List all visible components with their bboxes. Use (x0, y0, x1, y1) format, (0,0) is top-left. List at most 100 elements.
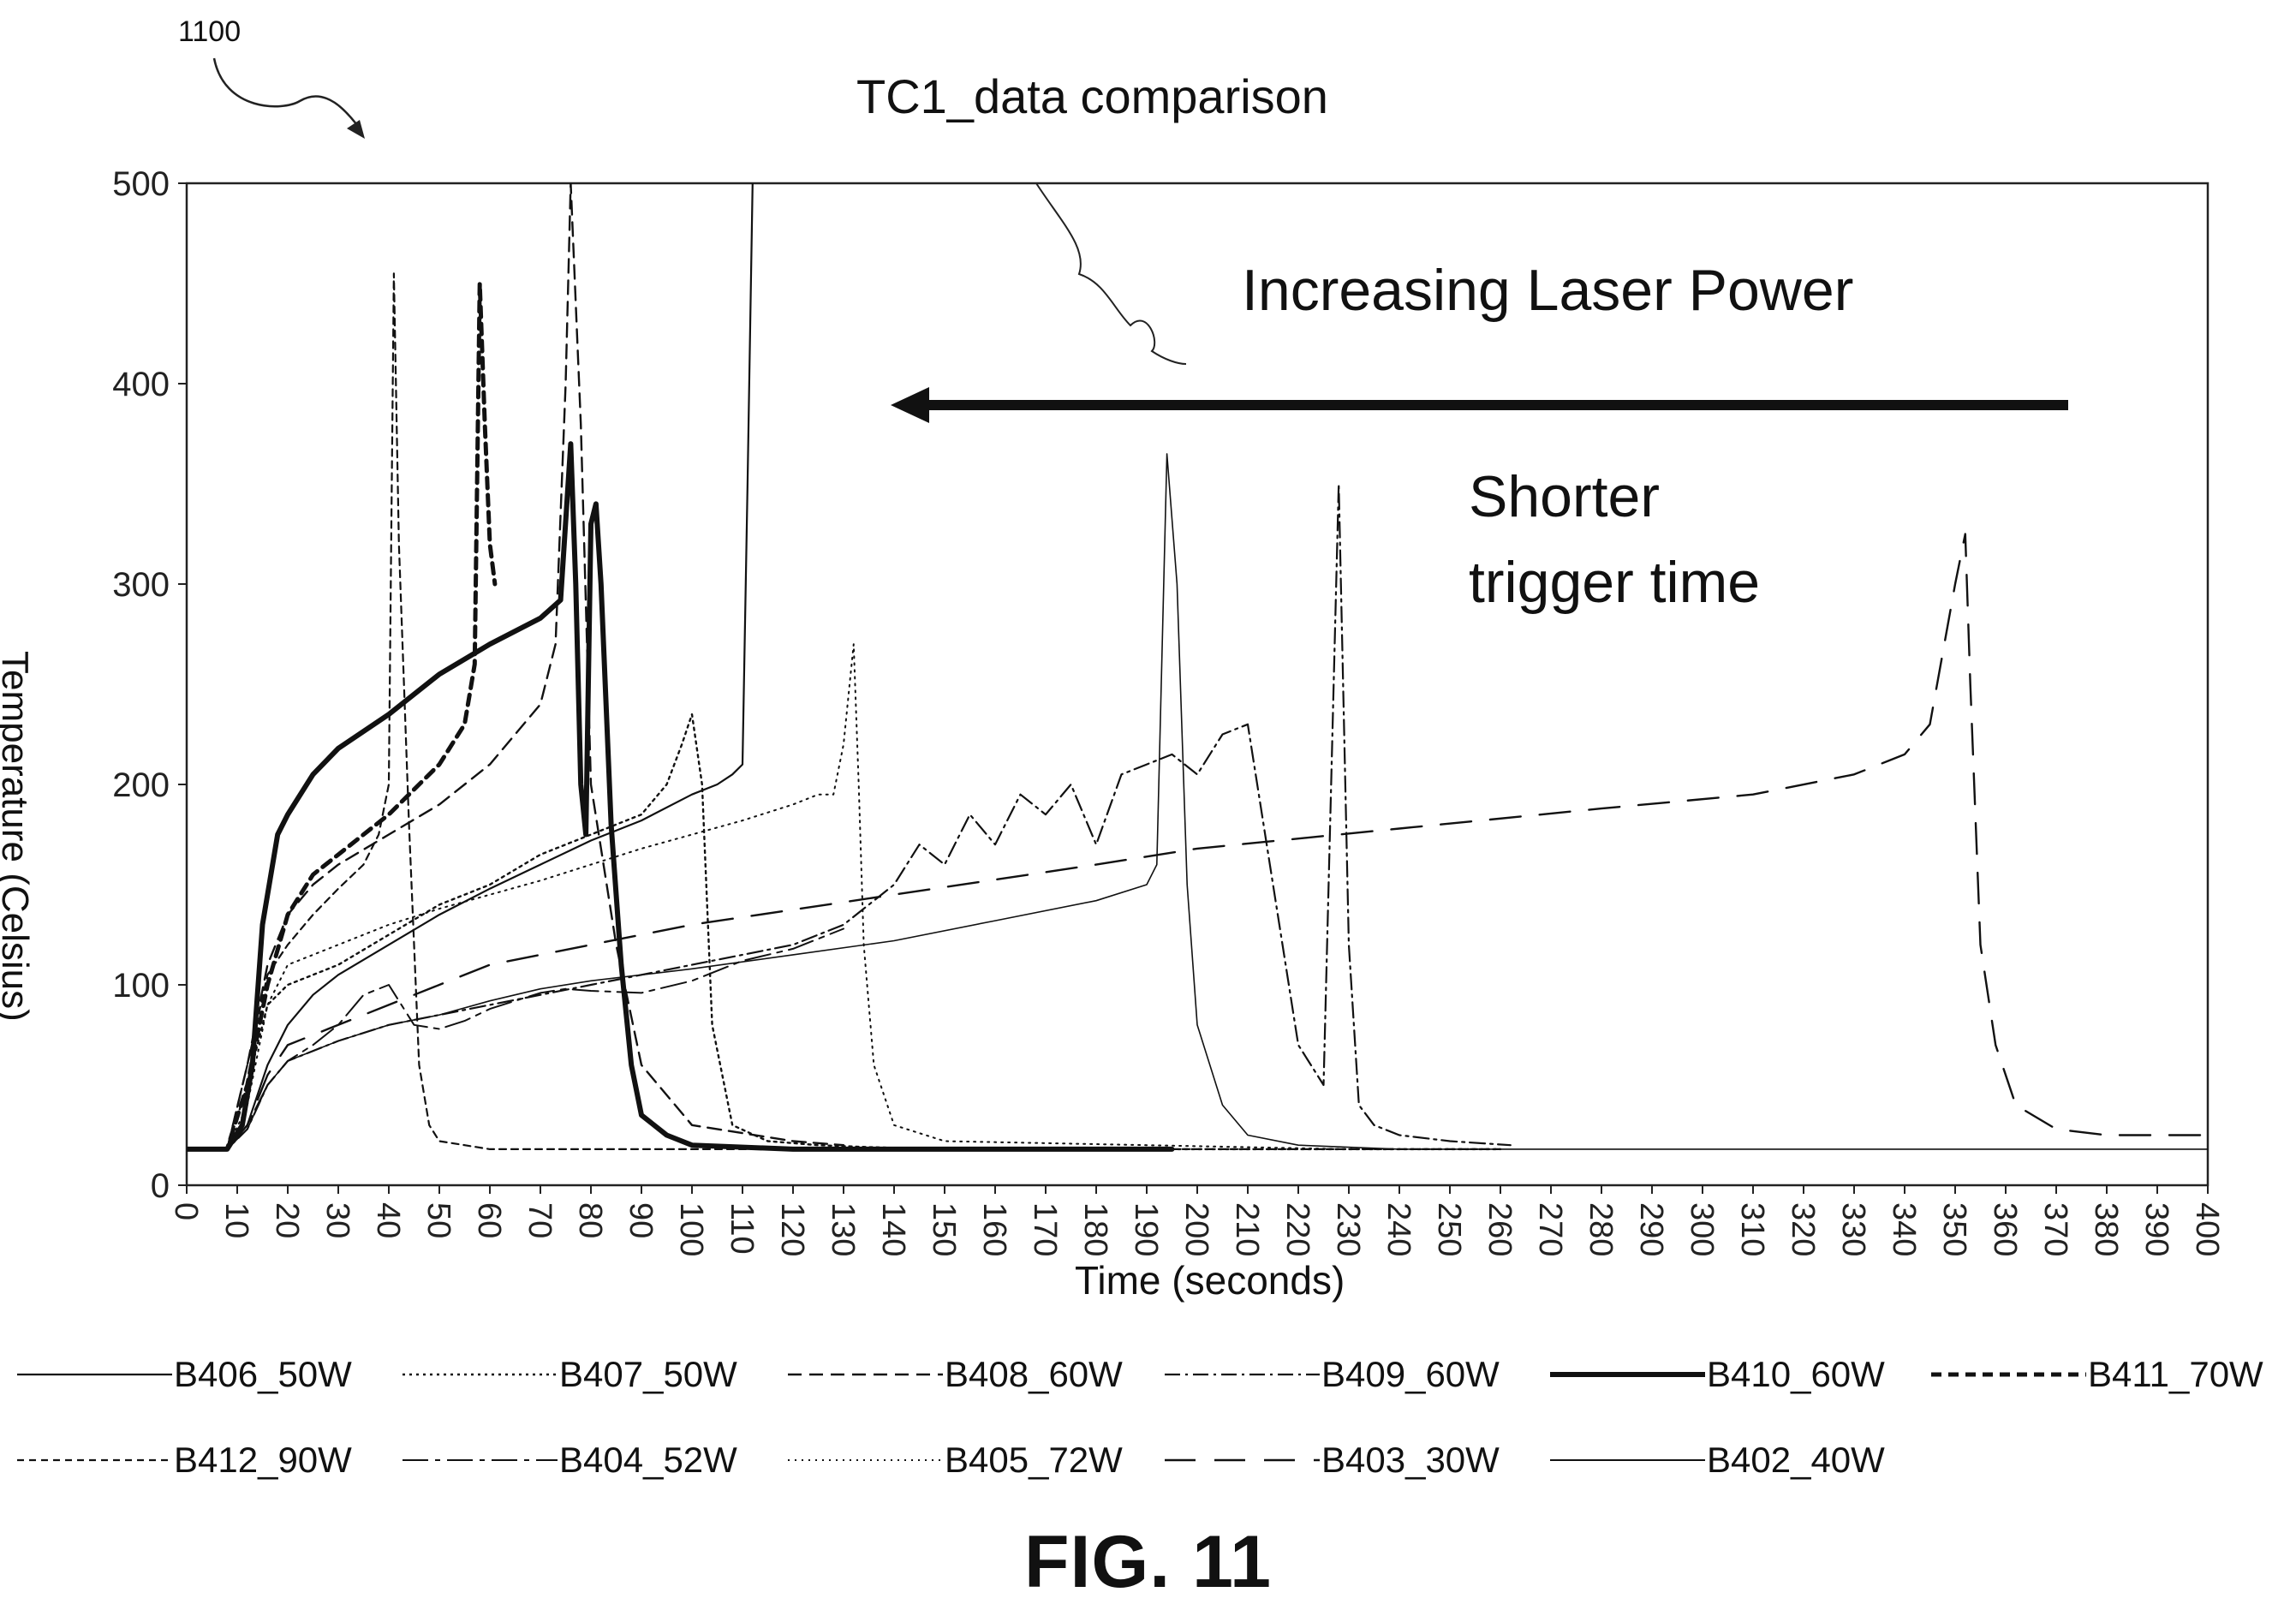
x-tick-label: 30 (319, 1202, 355, 1238)
series-line-b411-70w (187, 281, 498, 1152)
legend-item: B410_60W (1548, 1349, 1885, 1400)
x-tick-label: 340 (1886, 1202, 1922, 1256)
x-tick-label: 50 (420, 1202, 456, 1238)
y-tick-label: 200 (112, 766, 170, 804)
annotation-shorter-line2: trigger time (1469, 550, 1761, 615)
legend-label: B405_72W (945, 1440, 1123, 1480)
x-tick-label: 320 (1785, 1202, 1821, 1256)
legend-swatch (17, 1373, 172, 1376)
x-tick-label: 260 (1482, 1202, 1518, 1256)
x-tick-label: 40 (370, 1202, 406, 1238)
x-tick-label: 110 (724, 1202, 760, 1255)
legend-swatch (1550, 1459, 1705, 1461)
y-tick-label: 0 (151, 1167, 170, 1205)
legend-item: B402_40W (1548, 1434, 1885, 1486)
x-tick-label: 140 (875, 1202, 911, 1256)
x-tick-label: 370 (2037, 1202, 2073, 1256)
series-line-b408-60w (187, 183, 845, 1151)
x-tick-label: 380 (2088, 1202, 2124, 1256)
chart-title: TC1_data comparison (856, 69, 1328, 123)
x-tick-label: 170 (1027, 1202, 1063, 1256)
legend-label: B408_60W (945, 1354, 1123, 1394)
series-line-b410-60w (187, 441, 1175, 1152)
series-group (187, 183, 2208, 1152)
legend-label: B412_90W (174, 1440, 352, 1480)
legend-label: B404_52W (559, 1440, 737, 1480)
x-tick-label: 360 (1987, 1202, 2023, 1256)
reference-numeral: 1100 (178, 15, 242, 48)
x-tick-label: 160 (976, 1202, 1012, 1256)
legend-swatch (403, 1459, 558, 1461)
chart-svg: 0 100 200 300 400 500 0 10 20 30 40 50 60 70 80 90 100 11… (112, 57, 2225, 1256)
plot-frame (185, 182, 2210, 1187)
legend-item: B409_60W (1163, 1349, 1500, 1400)
series-line-b405-72w (187, 643, 1501, 1150)
legend-swatch (1550, 1372, 1705, 1377)
x-tick-label: 300 (1684, 1202, 1720, 1256)
legend-swatch (403, 1373, 558, 1376)
legend-item: B411_70W (1929, 1349, 2263, 1400)
legend-swatch (788, 1459, 943, 1461)
series-line-b402-40w (187, 453, 2208, 1150)
legend-item: B403_30W (1163, 1434, 1500, 1486)
legend-swatch (1931, 1372, 2086, 1377)
legend-item: B404_52W (401, 1434, 737, 1486)
series-line-b407-50w (187, 713, 1502, 1151)
x-tick-label: 130 (825, 1202, 861, 1256)
legend-swatch (1165, 1458, 1320, 1462)
annotation-leader-squiggle (1035, 182, 1187, 365)
legend-label: B411_70W (2088, 1354, 2263, 1394)
x-tick-label: 190 (1128, 1202, 1164, 1256)
legend-swatch (17, 1458, 172, 1462)
x-tick-label: 220 (1279, 1202, 1315, 1256)
y-tick-label: 500 (112, 165, 170, 203)
legend-item: B412_90W (15, 1434, 352, 1486)
x-tick-label: 70 (522, 1202, 558, 1238)
x-tick-label: 270 (1532, 1202, 1568, 1256)
x-tick-label: 250 (1431, 1202, 1467, 1256)
x-axis-label: Time (seconds) (1075, 1258, 1345, 1303)
annotation-shorter-line1: Shorter (1469, 464, 1660, 529)
legend-item: B405_72W (786, 1434, 1123, 1486)
x-tick-label: 310 (1734, 1202, 1770, 1256)
x-tick-label: 90 (623, 1202, 659, 1238)
x-tick-label: 210 (1229, 1202, 1265, 1256)
x-tick-label: 120 (774, 1202, 810, 1256)
x-tick-label: 290 (1633, 1202, 1669, 1256)
x-tick-label: 390 (2138, 1202, 2174, 1256)
legend-swatch (1165, 1373, 1320, 1376)
x-tick-label: 240 (1381, 1202, 1416, 1256)
x-tick-label: 0 (168, 1202, 204, 1220)
x-tick-label: 200 (1178, 1202, 1214, 1256)
ref-numeral-arrowhead (347, 120, 365, 139)
series-line-b403-30w (187, 533, 2208, 1151)
x-tick-label: 20 (269, 1202, 305, 1238)
x-tick-label: 230 (1330, 1202, 1366, 1256)
x-tick-label: 100 (673, 1202, 709, 1256)
series-line-b406-50w (187, 183, 754, 1151)
x-tick-label: 330 (1835, 1202, 1871, 1256)
x-tick-label: 400 (2189, 1202, 2225, 1256)
legend-label: B403_30W (1321, 1440, 1500, 1480)
legend-label: B402_40W (1707, 1440, 1885, 1480)
legend-swatch (788, 1373, 943, 1376)
x-tick-label: 10 (218, 1202, 254, 1238)
annotation-shorter-trigger: Shorter trigger time (1469, 454, 1760, 625)
ref-numeral-leader (212, 57, 361, 129)
figure-caption: FIG. 11 (1023, 1521, 1273, 1603)
power-arrow-head (891, 387, 929, 423)
x-tick-label: 350 (1936, 1202, 1972, 1256)
x-tick-label: 80 (572, 1202, 608, 1238)
series-line-b412-90w (187, 272, 1502, 1151)
legend-label: B406_50W (174, 1354, 352, 1394)
y-tick-label: 300 (112, 566, 170, 604)
legend-label: B410_60W (1707, 1354, 1885, 1394)
legend-label: B409_60W (1321, 1354, 1500, 1394)
legend-item: B407_50W (401, 1349, 737, 1400)
legend-item: B408_60W (786, 1349, 1123, 1400)
annotation-increasing-power: Increasing Laser Power (1242, 258, 1854, 323)
y-tick-label: 400 (112, 366, 170, 403)
legend-label: B407_50W (559, 1354, 737, 1394)
series-line-b404-52w (187, 927, 844, 1150)
legend-item: B406_50W (15, 1349, 352, 1400)
